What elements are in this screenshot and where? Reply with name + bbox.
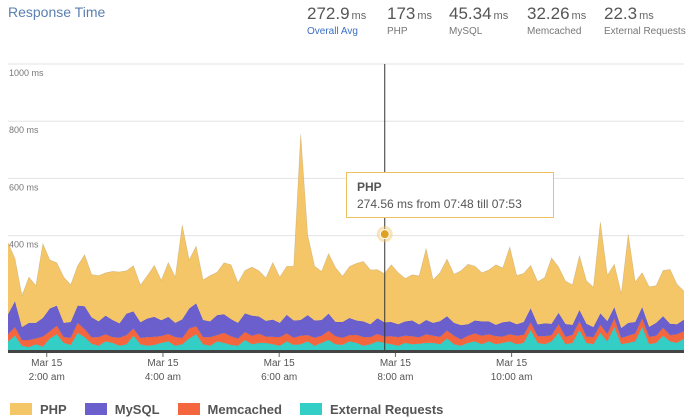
legend-label: Memcached [207,401,282,417]
highlight-marker [379,229,390,240]
stat-unit: ms [493,10,509,22]
area-mysql [8,301,684,340]
y-tick-label: 1000 ms [9,68,44,78]
legend: PHP MySQL Memcached External Requests [10,400,461,418]
legend-swatch [10,403,32,415]
tooltip: PHP 274.56 ms from 07:48 till 07:53 [346,172,554,218]
y-tick-label: 800 ms [9,125,39,135]
stat-value: 272.9 [307,4,350,23]
stat-overall-avg: 272.9 ms Overall Avg [307,4,366,37]
area-external [8,327,684,350]
stat-value: 173 [387,4,416,23]
stat-mysql: 45.34 ms MySQL [449,4,508,37]
x-tick-label: Mar 15 [496,358,528,369]
area-memcached [8,318,684,348]
stat-value: 32.26 [527,4,570,23]
stat-php: 173 ms PHP [387,4,432,37]
stat-unit: ms [639,10,654,22]
y-tick-label: 400 ms [9,240,39,250]
stat-label: Memcached [527,26,582,37]
stat-value: 45.34 [449,4,492,23]
stat-unit: ms [571,10,587,22]
tooltip-title: PHP [357,180,382,194]
stat-overall-avg-link[interactable]: Overall Avg [307,26,358,37]
stat-label: MySQL [449,26,483,37]
legend-swatch [299,403,322,415]
legend-swatch [84,403,107,415]
x-tick-label: Mar 15 [380,358,412,369]
stat-unit: ms [417,10,433,22]
legend-item-external-requests[interactable]: External Requests [299,401,444,417]
legend-item-php[interactable]: PHP [10,402,67,417]
x-tick-label: Mar 15 [147,358,179,369]
stat-external-requests: 22.3 ms External Requests [604,4,686,37]
y-tick-label: 600 ms [9,182,39,192]
stat-label: PHP [387,26,408,37]
tooltip-text: 274.56 ms from 07:48 till 07:53 [357,197,522,211]
stat-value: 22.3 [604,4,638,23]
line-php [7,134,685,297]
legend-item-mysql[interactable]: MySQL [84,401,160,417]
x-tick-label: 4:00 am [145,372,181,383]
legend-label: MySQL [114,401,160,417]
x-tick-label: Mar 15 [264,358,296,369]
legend-label: PHP [40,401,67,417]
chart-title: Response Time [8,4,106,20]
stat-memcached: 32.26 ms Memcached [527,4,586,37]
x-tick-label: Mar 15 [31,358,63,369]
x-tick-label: 2:00 am [29,372,65,383]
legend-swatch [177,403,200,415]
legend-item-memcached[interactable]: Memcached [177,401,282,417]
legend-label: External Requests [329,401,444,417]
area-php [8,134,684,328]
x-tick-label: 10:00 am [491,372,533,383]
x-tick-label: 8:00 am [377,372,413,383]
x-axis-line [8,350,684,353]
x-tick-label: 6:00 am [261,372,297,383]
stat-unit: ms [351,10,367,22]
stat-label: External Requests [604,26,686,37]
